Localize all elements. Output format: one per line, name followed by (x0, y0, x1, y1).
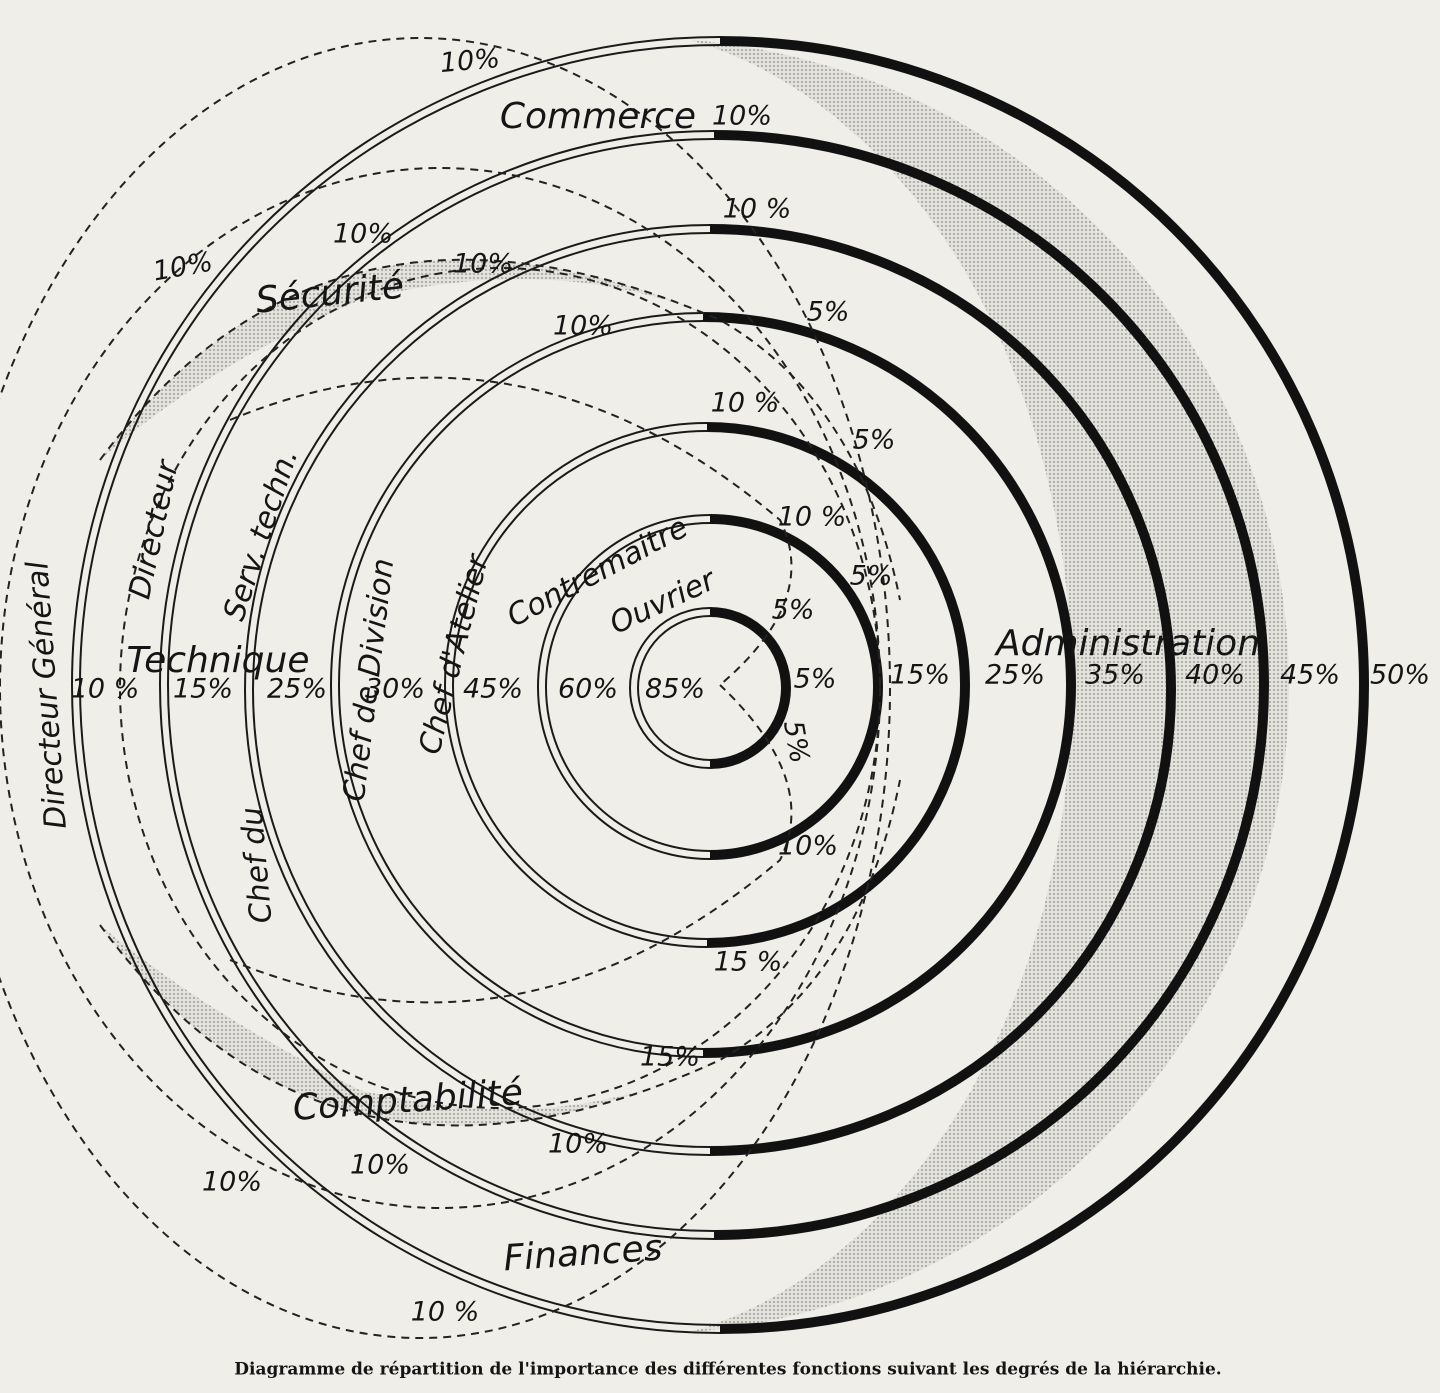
pct: 5% (772, 595, 815, 626)
pct: 25% (985, 660, 1045, 691)
lvl: Directeur Général (20, 559, 74, 830)
pct: 5% (777, 718, 815, 766)
function-boundaries (0, 37, 901, 1339)
pct: 10% (453, 249, 513, 280)
ring-inner (452, 430, 962, 940)
caption: Diagramme de répartition de l'importance… (234, 1360, 1221, 1380)
pct: 10 % (723, 194, 792, 225)
pct: 10% (712, 101, 772, 132)
pct: 10% (202, 1167, 262, 1198)
ring-bold (709, 607, 791, 769)
pct: 15% (890, 660, 950, 691)
pct: 5% (807, 297, 850, 328)
fn: Administration (994, 623, 1260, 664)
pct: 15% (640, 1042, 700, 1073)
pct: 60% (558, 674, 618, 705)
pct: 25% (267, 674, 327, 705)
boundary (0, 37, 891, 1339)
securite-area (100, 259, 720, 460)
boundary (229, 684, 793, 1004)
pct: 5% (853, 425, 896, 456)
pct: 45% (463, 674, 523, 705)
pct: 15 % (714, 947, 783, 978)
fn: Sécurité (254, 265, 406, 321)
pct: 10 % (711, 388, 780, 419)
ring-bold (709, 224, 1176, 1156)
boundary (229, 376, 793, 686)
pct: 10% (778, 831, 838, 862)
pct: 10% (151, 247, 215, 288)
pct: 40% (1185, 660, 1245, 691)
boundary (119, 267, 881, 1109)
boundary (99, 258, 901, 601)
shaded-areas (100, 40, 1289, 1332)
fn: Commerce (500, 96, 696, 137)
pct: 10% (548, 1129, 608, 1160)
pct: 5% (794, 664, 837, 695)
pct: 10% (333, 219, 393, 250)
pct: 10 % (778, 502, 847, 533)
fn: Technique (127, 640, 310, 681)
ring-bold (713, 130, 1269, 1240)
pct: 10 % (71, 674, 140, 705)
pct: 10% (439, 43, 501, 79)
lvl: Serv. techn. (217, 444, 305, 625)
pct: 10% (350, 1150, 410, 1181)
fn: Finances (502, 1228, 664, 1280)
lvl: Directeur (122, 456, 186, 602)
ring-bold (709, 514, 883, 860)
pct: 30% (365, 674, 425, 705)
pct: 10 % (411, 1297, 480, 1328)
pct: 5% (850, 561, 893, 592)
pct: 35% (1085, 660, 1145, 691)
pct: 45% (1280, 660, 1340, 691)
lvl: Chef d'Atelier (412, 550, 496, 758)
ring-bold (706, 422, 970, 948)
ring-bold (719, 36, 1369, 1334)
ring-bold (702, 312, 1076, 1058)
pct: 50% (1370, 660, 1430, 691)
pct: 15% (173, 674, 233, 705)
pct: 10% (553, 311, 613, 342)
comptabilite-area (100, 925, 720, 1126)
pct: 85% (645, 674, 705, 705)
administration-area (690, 40, 1289, 1332)
